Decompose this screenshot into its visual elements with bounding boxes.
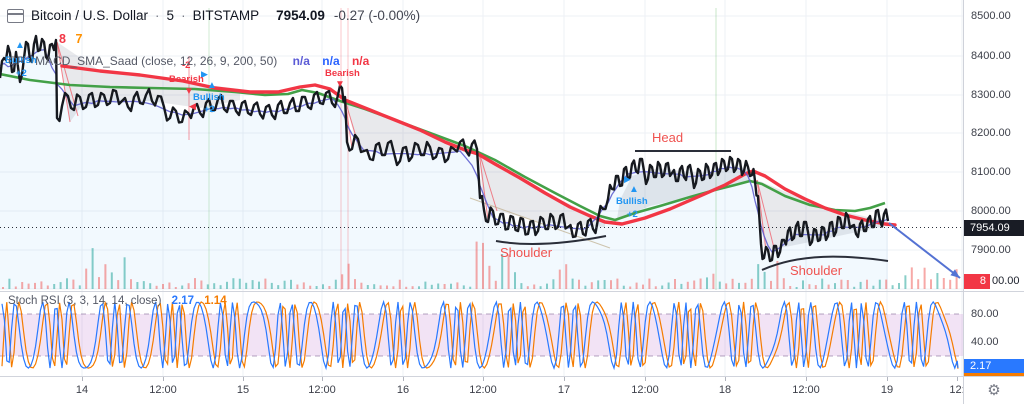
time-tick-mark — [322, 377, 323, 381]
price-scale-divider — [963, 0, 964, 404]
bullish-arrow-icon: ▶ — [624, 174, 631, 184]
stoch-d-marker — [964, 373, 1024, 376]
time-scale-tick: 12:00 — [308, 384, 336, 396]
indicator-value-3: n/a — [351, 54, 370, 68]
separator-dot: · — [155, 8, 160, 23]
bullish-label: Bullish — [616, 196, 648, 207]
exchange-label: BITSTAMP — [192, 8, 260, 23]
settings-gear-icon[interactable]: ⚙ — [987, 382, 1001, 399]
price-scale-tick: 8500.00 — [971, 10, 1011, 22]
time-tick-mark — [403, 377, 404, 381]
time-scale[interactable]: 14 12:00 15 12:00 16 12:00 17 12:00 18 12:00 19 12: — [0, 377, 965, 404]
orange-counter: 7 — [75, 32, 83, 46]
bullish-score: +2 — [627, 209, 638, 220]
stoch-d-value: 1.14 — [204, 295, 227, 307]
bearish-arrow-icon: ▼ — [184, 86, 194, 97]
interval-label: 5 — [166, 8, 175, 23]
stoch-k-value: 2.17 — [171, 295, 195, 307]
time-tick-mark — [957, 377, 958, 381]
time-tick-mark — [82, 377, 83, 381]
price-scale-tick: 80.00 — [971, 308, 999, 320]
time-scale-tick: 15 — [236, 384, 250, 396]
time-scale-tick: 12:00 — [149, 384, 177, 396]
legend-toggle-icon[interactable] — [7, 8, 24, 23]
time-tick-mark — [806, 377, 807, 381]
bullish-arrow-icon: ▲ — [15, 40, 25, 51]
pattern-counters: 8 7 — [59, 32, 82, 46]
time-scale-tick: 16 — [396, 384, 410, 396]
bullish-label: Bullish — [5, 55, 37, 66]
time-scale-tick: 17 — [557, 384, 571, 396]
time-tick-mark — [163, 377, 164, 381]
time-scale-tick: 12:00 — [469, 384, 497, 396]
price-scale-tick: 8400.00 — [971, 50, 1011, 62]
last-price-value: 7954.09 — [276, 8, 325, 23]
stoch-k-badge: 2.17 — [964, 359, 1024, 374]
red-counter: 8 — [59, 32, 66, 46]
price-change-value: -0.27 (-0.00%) — [333, 8, 421, 23]
price-scale-tick: 7900.00 — [971, 244, 1011, 256]
indicator-name: CP · MACD_SMA_Saad (close, 12, 26, 9, 20… — [8, 54, 278, 68]
time-scale-tick: 12: — [949, 384, 965, 396]
bearish-label: Bearish — [325, 68, 360, 79]
annotation-shoulder-left: Shoulder — [500, 245, 553, 260]
stoch-rsi-pane[interactable]: Stoch RSI (3, 3, 14, 14, close) 2.17 1.1… — [0, 292, 963, 376]
indicator-value-2: n/a — [322, 54, 340, 68]
annotation-head: Head — [652, 130, 684, 145]
axis-divider — [0, 376, 1024, 377]
time-scale-tick: 14 — [75, 384, 89, 396]
price-scale-tick: 8000.00 — [971, 205, 1011, 217]
bullish-arrow-icon: ▶ — [201, 69, 208, 79]
bullish-arrow-icon: ▲ — [207, 80, 217, 91]
symbol-legend[interactable]: Bitcoin / U.S. Dollar · 5 · BITSTAMP 795… — [7, 8, 420, 23]
time-tick-mark — [243, 377, 244, 381]
time-tick-mark — [483, 377, 484, 381]
time-tick-mark — [887, 377, 888, 381]
pane-divider[interactable] — [0, 291, 1024, 292]
price-scale-tick: 40.00 — [971, 336, 999, 348]
price-scale-tick: 8200.00 — [971, 127, 1011, 139]
time-scale-tick: 12:00 — [631, 384, 659, 396]
symbol-name: Bitcoin / U.S. Dollar — [31, 8, 149, 23]
time-tick-mark — [645, 377, 646, 381]
price-scale-tick: 8100.00 — [971, 166, 1011, 178]
stoch-indicator-name: Stoch RSI (3, 3, 14, 14, close) — [8, 295, 162, 307]
time-tick-mark — [564, 377, 565, 381]
annotation-shoulder-right: Shoulder — [790, 263, 843, 278]
alert-badge-value: 8 — [964, 274, 990, 289]
separator-dot: · — [181, 8, 186, 23]
alert-badge-rest: 00.00 — [992, 275, 1020, 287]
time-scale-tick: 18 — [718, 384, 732, 396]
bullish-score: +2 — [16, 68, 27, 79]
price-scale-tick: 8300.00 — [971, 89, 1011, 101]
bullish-label: Bullish — [193, 92, 225, 103]
time-scale-tick: 19 — [880, 384, 894, 396]
bearish-arrow-icon: ▼ — [335, 79, 345, 90]
time-tick-mark — [725, 377, 726, 381]
indicator-legend[interactable]: CP · MACD_SMA_Saad (close, 12, 26, 9, 20… — [8, 54, 369, 68]
bearish-arrow-icon: ◀ — [189, 101, 196, 111]
indicator-value-1: n/a — [292, 54, 310, 68]
stoch-rsi-canvas[interactable] — [0, 292, 963, 376]
stoch-legend[interactable]: Stoch RSI (3, 3, 14, 14, close) 2.17 1.1… — [8, 295, 227, 307]
last-price-badge: 7954.09 — [964, 220, 1024, 236]
price-chart-canvas[interactable] — [0, 0, 963, 291]
bullish-score: +2 — [204, 104, 215, 115]
alert-price-badge: 8 00.00 — [964, 274, 1024, 289]
bearish-label: Bearish — [169, 74, 204, 85]
time-scale-tick: 12:00 — [792, 384, 820, 396]
bullish-arrow-icon: ▲ — [629, 184, 639, 195]
price-scale[interactable]: 8500.00 8400.00 8300.00 8200.00 8100.00 8000.… — [964, 0, 1024, 376]
price-pane[interactable]: Bitcoin / U.S. Dollar · 5 · BITSTAMP 795… — [0, 0, 963, 291]
bearish-score: -2 — [182, 60, 191, 71]
